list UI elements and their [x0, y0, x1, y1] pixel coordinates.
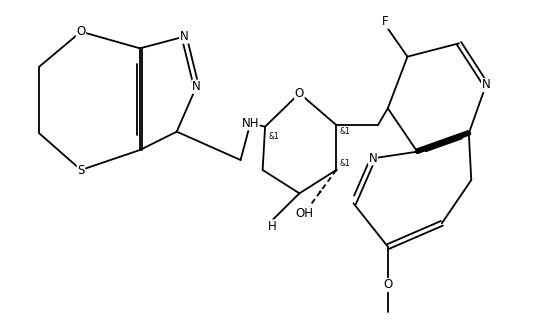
Text: OH: OH	[295, 207, 313, 220]
Text: O: O	[295, 87, 304, 100]
Text: N: N	[180, 30, 188, 43]
Text: N: N	[192, 80, 201, 93]
Text: N: N	[482, 78, 490, 92]
Text: S: S	[77, 163, 85, 176]
Text: &1: &1	[339, 159, 350, 168]
Text: &1: &1	[339, 127, 350, 136]
Text: O: O	[383, 278, 393, 292]
Text: H: H	[268, 220, 277, 233]
Text: N: N	[369, 152, 377, 165]
Text: F: F	[382, 15, 389, 28]
Text: &1: &1	[268, 132, 279, 141]
Text: NH: NH	[241, 117, 259, 130]
Text: O: O	[76, 25, 86, 38]
